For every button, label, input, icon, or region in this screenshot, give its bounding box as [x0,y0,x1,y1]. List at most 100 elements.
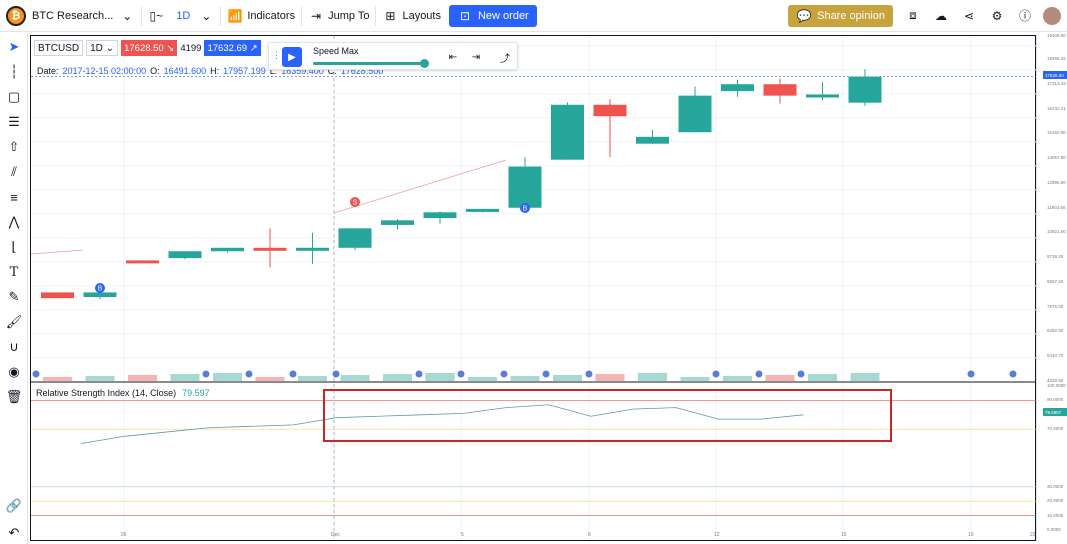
divider [301,5,303,26]
rsi-value: 79.597 [182,388,210,398]
avatar[interactable] [1043,6,1061,25]
time-scale-label: 5 [461,532,464,538]
parallel-channel-icon[interactable]: ⫽ [11,164,17,179]
speed-slider-handle[interactable] [420,59,429,68]
chart-overlays: S B B [31,159,1018,442]
symbol-button[interactable]: BTCUSD [34,40,84,56]
open-value: 16491.600 [163,66,207,76]
interval-label: 1D [176,9,191,22]
candle-body [423,212,457,219]
arrow-up-icon[interactable]: ⇧ [8,139,20,154]
candle-body [806,94,839,98]
bar-type-icon: ▯~ [149,8,164,23]
magnet-icon[interactable]: ∪ [9,339,19,354]
vertical-line-icon[interactable]: ┆ [10,64,18,79]
low-label: L: [269,66,278,76]
rsi-legend: Relative Strength Index (14, Close) 79.5… [36,388,210,398]
candle-body [83,292,117,297]
layout-title: BTC Research... [32,9,114,22]
fib-icon[interactable]: ☰ [8,114,20,129]
new-order-button[interactable]: ⊡ New order [448,4,537,27]
eye-icon[interactable]: ◉ [8,364,20,379]
layouts-button[interactable]: ⊞ Layouts [376,0,447,32]
rectangle-icon[interactable]: ▢ [7,89,21,104]
share-icon[interactable]: ⋖ [963,8,975,23]
text-tool-icon[interactable]: T [9,264,19,280]
speed-slider[interactable] [313,62,425,65]
cloud-icon[interactable]: ☁ [935,8,947,23]
exit-replay-icon[interactable]: ⤴ [500,53,510,65]
sell-price: 17628.50 [124,42,164,54]
trade-marker-label: B [98,286,103,293]
rsi-series [31,400,1037,516]
candle-body [211,247,244,252]
share-opinion-label: Share opinion [817,9,885,22]
trade-marker [350,197,360,207]
brush-icon[interactable]: 🖌 [5,314,23,329]
time-scale-label: 12 [714,532,720,538]
time-scale-label: Dec [331,532,340,538]
brush-settings-icon[interactable]: ✎ [8,289,20,304]
pattern-icon[interactable]: ⋀ [8,214,20,229]
volume-bar [298,376,327,381]
time-scale-label: 26 [121,532,127,538]
rsi-scale-label: 30.0000 [1047,483,1064,489]
close-label: C: [327,66,337,76]
compare-button[interactable]: ▯~ [142,0,170,32]
trade-marker [520,203,530,213]
open-label: O: [150,66,160,76]
text-scan-icon[interactable]: ⧈ [909,8,917,22]
volume-bar [85,376,115,381]
chart-canvas[interactable]: S B B [31,36,1037,542]
gann-icon[interactable]: ≡ [10,189,18,205]
price-scale[interactable]: 19406.60 18396.32 17313.43 16232.21 15150.90… [1036,33,1067,541]
price-scale-label: 4328.60 [1047,378,1064,383]
time-scale-label: 8 [588,532,591,538]
indicators-button[interactable]: 📶 Indicators [221,0,301,32]
sell-button[interactable]: 17628.50 ↘ [121,40,178,56]
price-scale-label: 11903.60 [1047,204,1066,210]
help-icon[interactable]: ⓘ [1018,9,1031,23]
grid [31,36,1037,540]
trash-icon[interactable]: 🗑 [5,389,23,404]
interval-chip[interactable]: 1D ⌄ [86,40,119,56]
event-icon [754,369,764,379]
trade-marker [95,283,105,293]
close-value: 17628.500 [340,66,384,76]
buy-button[interactable]: 17632.69 ↗ [204,40,261,56]
event-icon [244,369,254,379]
top-toolbar: ₿ BTC Research... ⌄ ▯~ 1D ⌄ 📶 Indicators… [0,0,1067,32]
price-scale-label: 10821.50 [1047,229,1066,235]
cursor-icon[interactable]: ➤ [8,39,20,54]
candle-body [381,220,414,225]
divider [141,5,143,26]
volume-bar [383,374,412,381]
layout-title-button[interactable]: BTC Research... ⌄ [32,0,135,32]
step-forward-icon[interactable]: ⇥ [471,51,481,63]
link-icon[interactable]: 🔗 [5,498,23,513]
btc-logo[interactable]: ₿ [6,5,26,26]
drag-handle-icon[interactable]: ⋮⋮ [272,50,290,60]
price-scale-label: 7575.00 [1047,303,1064,309]
price-scale-label: 9739.29 [1047,254,1064,260]
volume-bar [128,375,157,381]
jump-to-button[interactable]: ⇥ Jump To [302,0,375,32]
date-label: Date: [37,66,59,76]
candle-body [508,166,542,208]
comment-icon: 💬 [796,8,812,23]
undo-icon[interactable]: ↶ [8,525,20,540]
play-button[interactable]: ▶ [282,47,302,67]
gear-icon[interactable]: ⚙ [991,8,1003,23]
volume-bar [510,376,540,381]
event-icon [711,369,721,379]
rsi-scale-label: 100.0000 [1047,383,1066,388]
rsi-line [80,404,804,444]
measure-icon[interactable]: ⌊ [11,239,17,254]
volume-bars [43,373,880,381]
step-back-icon[interactable]: ⇤ [448,51,458,63]
interval-button[interactable]: 1D ⌄ [170,0,220,32]
chart-pane[interactable]: S B B [30,35,1037,542]
share-opinion-button[interactable]: 💬 Share opinion [788,4,893,27]
divider [220,5,222,26]
rsi-scale-label: 10.0000 [1047,512,1064,518]
